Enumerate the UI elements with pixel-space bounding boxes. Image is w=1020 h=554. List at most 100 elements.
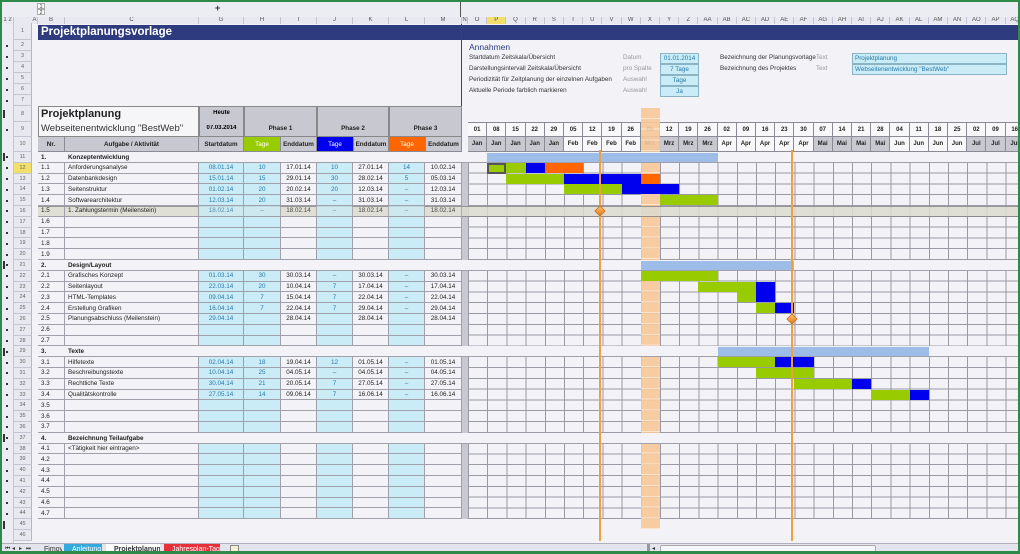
phase3-days[interactable] — [389, 497, 425, 509]
column-header-T[interactable]: T — [564, 17, 584, 24]
phase3-days[interactable] — [389, 238, 425, 250]
phase2-days[interactable] — [317, 314, 353, 325]
phase2-days[interactable]: 10 — [317, 162, 353, 174]
scroll-left-button[interactable]: ◂ — [652, 546, 656, 552]
phase1-days[interactable]: 7 — [244, 292, 281, 304]
task-start-date[interactable] — [199, 227, 244, 239]
assumption-value-input[interactable]: Tage — [660, 75, 699, 86]
row-header-27[interactable]: 27 — [14, 324, 32, 336]
phase2-days[interactable] — [317, 227, 353, 239]
row-header-45[interactable]: 45 — [14, 519, 32, 530]
row-header-44[interactable]: 44 — [14, 508, 32, 520]
phase3-days[interactable]: – — [389, 206, 425, 217]
phase1-days[interactable]: – — [244, 206, 281, 217]
phase1-days[interactable] — [244, 324, 281, 336]
phase2-days[interactable] — [317, 216, 353, 228]
column-header-AP[interactable]: AP — [986, 17, 1006, 24]
phase2-days[interactable] — [317, 486, 353, 498]
sheet-tab-anleitung[interactable]: Anleitung — [64, 544, 102, 551]
expand-group-icon[interactable]: + — [215, 4, 221, 13]
phase3-days[interactable] — [389, 400, 425, 412]
row-header-7[interactable]: 7 — [14, 95, 32, 106]
phase3-days[interactable] — [389, 443, 425, 455]
task-start-date[interactable] — [199, 216, 244, 228]
phase1-days[interactable] — [244, 508, 281, 520]
phase2-days[interactable]: 7 — [317, 378, 353, 390]
phase3-days[interactable]: – — [389, 270, 425, 282]
column-header-AQ[interactable]: AQ — [1005, 17, 1018, 24]
task-start-date[interactable]: 09.04.14 — [199, 292, 244, 304]
phase3-days[interactable]: 5 — [389, 173, 425, 185]
task-name[interactable]: Anforderungsanalyse — [65, 162, 199, 174]
row-header-37[interactable]: 37 — [14, 432, 32, 444]
phase2-days[interactable] — [317, 508, 353, 520]
column-header-AO[interactable]: AO — [967, 17, 987, 24]
assumption-value-input[interactable]: 01.01.2014 — [660, 53, 699, 64]
phase3-days[interactable]: – — [389, 292, 425, 304]
phase1-days[interactable]: 7 — [244, 303, 281, 314]
phase3-days[interactable] — [389, 454, 425, 466]
row-header-19[interactable]: 19 — [14, 238, 32, 250]
row-header-43[interactable]: 43 — [14, 497, 32, 509]
task-start-date[interactable]: 16.04.14 — [199, 303, 244, 314]
phase2-days[interactable]: 7 — [317, 281, 353, 293]
task-name[interactable]: <Tätigkeit hier eintragen> — [65, 443, 199, 455]
phase1-days[interactable] — [244, 476, 281, 487]
phase1-days[interactable] — [244, 249, 281, 260]
project-value-input[interactable]: Webseitenentwicklung "BestWeb" — [852, 64, 1007, 75]
row-header-16[interactable]: 16 — [14, 206, 32, 217]
tab-nav-first-button[interactable]: ⏮ — [5, 546, 11, 552]
phase3-days[interactable]: – — [389, 195, 425, 206]
tab-splitter[interactable] — [647, 544, 650, 551]
row-header-22[interactable]: 22 — [14, 270, 32, 282]
task-name[interactable]: Softwarearchitektur — [65, 195, 199, 206]
row-header-31[interactable]: 31 — [14, 368, 32, 379]
column-header-C[interactable]: C — [65, 17, 199, 24]
row-header-35[interactable]: 35 — [14, 411, 32, 422]
phase3-days[interactable] — [389, 335, 425, 347]
row-header-11[interactable]: 11 — [14, 152, 32, 163]
column-header-M[interactable]: M — [425, 17, 462, 24]
row-header-12[interactable]: 12 — [14, 162, 32, 174]
column-header-AM[interactable]: AM — [928, 17, 948, 24]
phase3-days[interactable] — [389, 249, 425, 260]
task-start-date[interactable] — [199, 422, 244, 433]
task-name[interactable] — [65, 486, 199, 498]
tab-nav-prev-button[interactable]: ◂ — [12, 546, 16, 552]
phase1-days[interactable] — [244, 227, 281, 239]
row-header-32[interactable]: 32 — [14, 378, 32, 390]
column-header-Y[interactable]: Y — [660, 17, 680, 24]
phase1-days[interactable]: 21 — [244, 378, 281, 390]
phase2-days[interactable] — [317, 443, 353, 455]
phase1-days[interactable] — [244, 422, 281, 433]
task-start-date[interactable]: 01.03.14 — [199, 270, 244, 282]
task-name[interactable] — [65, 454, 199, 466]
row-header-5[interactable]: 5 — [14, 73, 32, 84]
row-header-30[interactable]: 30 — [14, 357, 32, 368]
phase1-days[interactable] — [244, 486, 281, 498]
phase3-days[interactable] — [389, 227, 425, 239]
column-header-I[interactable]: I — [281, 17, 317, 24]
column-header-B[interactable]: B — [38, 17, 65, 24]
column-header-J[interactable]: J — [317, 17, 353, 24]
task-name[interactable] — [65, 400, 199, 412]
phase3-days[interactable] — [389, 422, 425, 433]
task-start-date[interactable] — [199, 497, 244, 509]
task-name[interactable]: Seitenstruktur — [65, 184, 199, 196]
phase3-days[interactable]: – — [389, 389, 425, 401]
outline-collapse-button[interactable] — [3, 520, 5, 529]
task-start-date[interactable]: 22.03.14 — [199, 281, 244, 293]
task-start-date[interactable] — [199, 238, 244, 250]
phase3-days[interactable]: – — [389, 357, 425, 368]
phase1-days[interactable] — [244, 443, 281, 455]
task-start-date[interactable]: 02.04.14 — [199, 357, 244, 368]
task-name[interactable]: Erstellung Grafiken — [65, 303, 199, 314]
column-header-S[interactable]: S — [544, 17, 564, 24]
task-name[interactable] — [65, 422, 199, 433]
column-header-AK[interactable]: AK — [890, 17, 910, 24]
outline-level-button[interactable]: 2 — [37, 9, 45, 15]
phase3-days[interactable]: 14 — [389, 162, 425, 174]
column-header-AI[interactable]: AI — [852, 17, 872, 24]
task-start-date[interactable]: 12.03.14 — [199, 195, 244, 206]
task-start-date[interactable] — [199, 508, 244, 520]
